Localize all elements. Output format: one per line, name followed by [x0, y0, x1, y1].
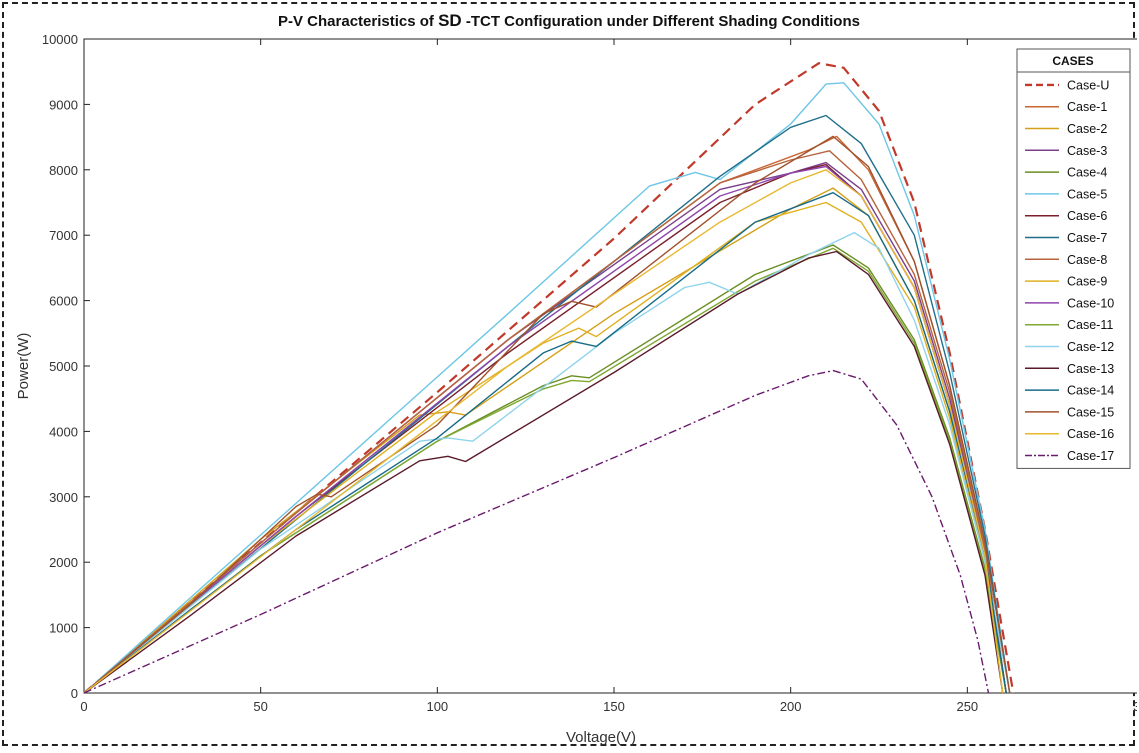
- plot-area: [83, 38, 1139, 694]
- legend-entry-label: Case-3: [1067, 144, 1107, 158]
- series-line-case-7: [83, 114, 1011, 694]
- chart-title-prefix: P-V Characteristics of: [278, 13, 438, 30]
- chart-title-suffix: -TCT Configuration under Different Shadi…: [462, 13, 860, 30]
- series-line-case-8: [83, 150, 1007, 694]
- series-line-case-16: [83, 169, 1004, 694]
- y-tick-label: 2000: [49, 555, 78, 570]
- x-tick-label: 50: [253, 699, 267, 714]
- pv-chart: P-V Characteristics of SD -TCT Configura…: [15, 11, 1139, 746]
- series-line-case-13: [83, 250, 1004, 694]
- legend-entry-label: Case-5: [1067, 187, 1107, 201]
- x-tick-label: 150: [603, 699, 625, 714]
- series-line-case-17: [83, 369, 990, 694]
- legend-entry-label: Case-17: [1067, 449, 1114, 463]
- legend-entry-label: Case-U: [1067, 78, 1109, 92]
- y-axis-label: Power(W): [15, 333, 32, 400]
- series-line-case-11: [83, 247, 1007, 694]
- y-tick-label: 5000: [49, 359, 78, 374]
- legend-box: [1016, 48, 1131, 469]
- y-tick-label: 10000: [42, 32, 78, 47]
- legend-entry-label: Case-16: [1067, 427, 1114, 441]
- y-tick-label: 8000: [49, 163, 78, 178]
- series-line-case-14: [83, 192, 1007, 694]
- legend-entry-label: Case-12: [1067, 340, 1114, 354]
- legend-entry-label: Case-11: [1067, 318, 1113, 332]
- legend-title: CASES: [1052, 54, 1093, 68]
- y-tick-label: 0: [71, 686, 78, 701]
- y-tick-label: 6000: [49, 294, 78, 309]
- y-tick-label: 3000: [49, 490, 78, 505]
- legend-entry-label: Case-10: [1067, 296, 1114, 310]
- series-line-case-u: [83, 62, 1015, 694]
- legend-entry-label: Case-13: [1067, 362, 1114, 376]
- x-axis-label: Voltage(V): [566, 729, 636, 746]
- y-tick-label: 1000: [49, 621, 78, 636]
- x-tick-label: 0: [80, 699, 87, 714]
- x-tick-label: 100: [426, 699, 448, 714]
- series-line-case-15: [83, 135, 1011, 694]
- legend-entry-label: Case-14: [1067, 384, 1114, 398]
- legend-entry-label: Case-8: [1067, 253, 1107, 267]
- y-tick-label: 7000: [49, 228, 78, 243]
- series-line-case-5: [83, 82, 1011, 694]
- legend-entry-label: Case-7: [1067, 231, 1107, 245]
- legend-entry-label: Case-9: [1067, 275, 1107, 289]
- x-tick-label: 250: [956, 699, 978, 714]
- chart-title: P-V Characteristics of SD -TCT Configura…: [278, 11, 860, 30]
- legend-entry-label: Case-1: [1067, 100, 1107, 114]
- y-tick-label: 9000: [49, 97, 78, 112]
- chart-title-emph: SD: [438, 11, 462, 30]
- x-tick-label: 200: [780, 699, 802, 714]
- legend-entry-label: Case-15: [1067, 405, 1114, 419]
- x-tick-label: 300: [1133, 699, 1137, 714]
- y-tick-label: 4000: [49, 424, 78, 439]
- legend-entry-label: Case-2: [1067, 122, 1107, 136]
- legend-entry-label: Case-6: [1067, 209, 1107, 223]
- legend-entry-label: Case-4: [1067, 166, 1107, 180]
